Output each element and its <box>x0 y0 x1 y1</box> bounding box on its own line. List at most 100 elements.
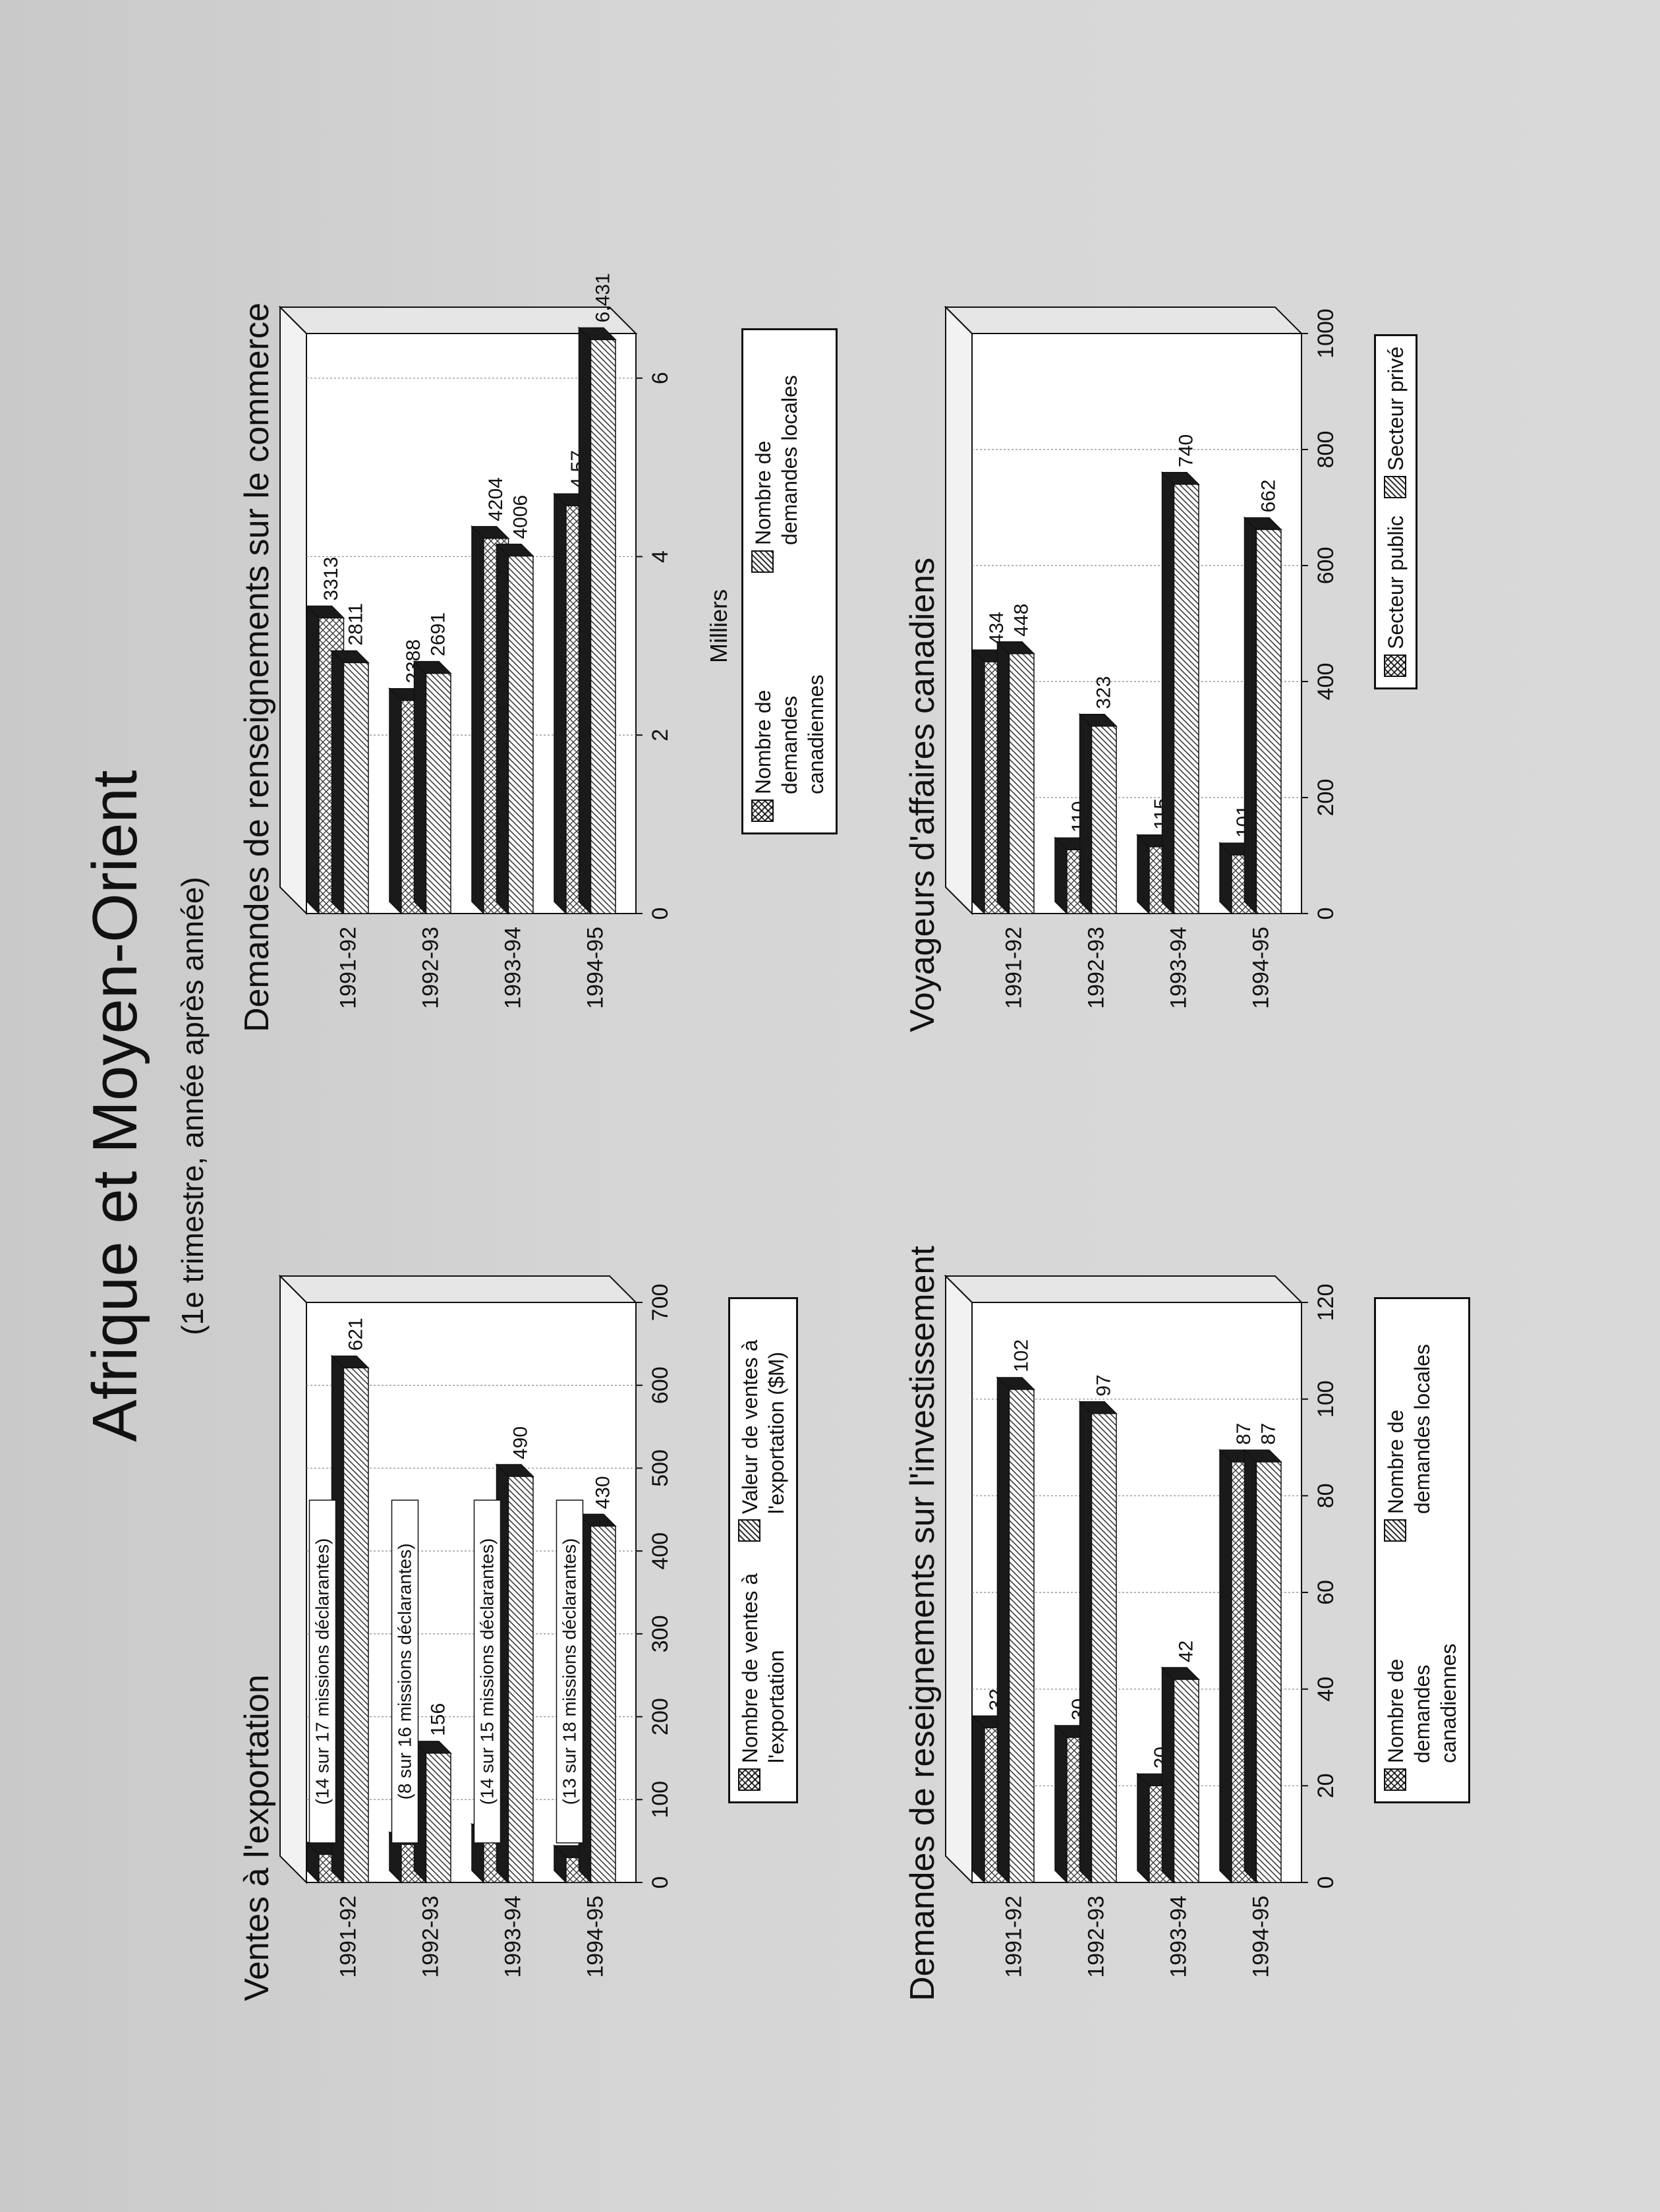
legend-item: Nombre de demandes canadiennes <box>1383 1559 1462 1791</box>
data-label: 156 <box>428 1703 449 1736</box>
bar-top-face <box>1137 833 1150 915</box>
legend-label: Nombre de demandes locales <box>751 375 801 545</box>
bar-top-face <box>1054 836 1068 915</box>
bar <box>425 1753 451 1883</box>
chart-ventes-exportation: Ventes à l'exportation 0 100 200 300 400 500 6… <box>237 1177 857 2001</box>
legend-label: Nombre de demandes canadiennes <box>1384 1643 1460 1763</box>
x-tick-label: 80 <box>1313 1483 1338 1508</box>
category-label: 1993-94 <box>501 927 526 1009</box>
bar <box>1255 529 1282 914</box>
x-tick-label: 200 <box>648 1698 673 1735</box>
bar-top-face <box>1244 516 1257 915</box>
plot-side-wall <box>944 306 1303 334</box>
category-label: 1994-95 <box>1249 1896 1274 1978</box>
chart-renseignements-commerce: Demandes de renseignements sur le commer… <box>237 208 857 1032</box>
data-label: 3313 <box>320 557 342 601</box>
bar <box>1008 653 1035 914</box>
bar-top-face <box>1161 471 1175 915</box>
annotation-label: (14 sur 15 missions déclarantes) <box>477 1538 498 1805</box>
data-label: 434 <box>986 612 1008 645</box>
plot-top-wall <box>279 305 307 916</box>
category-label: 1992-93 <box>418 927 444 1009</box>
x-tick-label: 4 <box>648 550 673 563</box>
legend-item: Secteur privé <box>1383 347 1409 499</box>
data-label: 87 <box>1258 1423 1280 1445</box>
x-tick-label: 0 <box>648 908 673 920</box>
legend-item: Valeur de ventes à l'exportation ($M) <box>737 1310 789 1542</box>
bar <box>507 555 534 914</box>
bar-top-face <box>1079 713 1093 915</box>
chart-commerce-svg: 02461991-92331328111992-93238826911993-9… <box>278 273 673 1009</box>
page-title: Afrique et Moyen-Orient <box>80 770 150 1442</box>
x-tick-label: 300 <box>648 1615 673 1652</box>
data-label: 621 <box>345 1318 367 1351</box>
chart-legend: Nombre de ventes à l'exportation Valeur … <box>728 1297 798 1803</box>
category-label: 1993-94 <box>501 1896 526 1978</box>
x-tick-label: 500 <box>648 1449 673 1487</box>
data-label: 87 <box>1233 1423 1255 1445</box>
legend-label: Nombre de demandes locales <box>1384 1344 1434 1514</box>
x-tick-label: 400 <box>648 1532 673 1570</box>
plot-side-wall <box>278 1275 638 1303</box>
plot-area <box>306 333 637 914</box>
bar <box>1008 1389 1035 1883</box>
plot-area <box>971 333 1302 914</box>
bar <box>590 1525 616 1883</box>
data-label: 2811 <box>345 603 367 646</box>
category-label: 1992-93 <box>1084 927 1109 1009</box>
x-tick-label: 20 <box>1313 1773 1338 1798</box>
annotation-label: (13 sur 18 missions déclarantes) <box>559 1538 580 1805</box>
legend-swatch-cross <box>738 1768 760 1791</box>
category-label: 1994-95 <box>583 927 608 1009</box>
chart-voyageurs: Voyageurs d'affaires canadiens 0 200 400 60… <box>903 208 1522 1032</box>
annotation-box <box>391 1499 419 1844</box>
legend-item: Nombre de demandes locales <box>750 341 829 573</box>
x-tick-label: 120 <box>1313 1284 1338 1322</box>
bar-top-face <box>1244 1449 1257 1884</box>
bar <box>425 672 451 914</box>
page-subtitle: (1e trimestre, année après année) <box>175 877 210 1335</box>
category-label: 1992-93 <box>1084 1896 1109 1978</box>
bar-top-face <box>996 1376 1010 1884</box>
bar <box>1173 484 1199 914</box>
data-label: 102 <box>1011 1339 1033 1372</box>
bar-top-face <box>389 687 402 915</box>
annotation-box <box>556 1499 584 1844</box>
bar-top-face <box>1219 1449 1232 1884</box>
x-tick-label: 1000 <box>1313 308 1338 359</box>
chart-investissement-svg: 0204060801001201991-92321021992-93309719… <box>944 1274 1338 1978</box>
legend-item: Nombre de demandes locales <box>1383 1310 1462 1542</box>
category-label: 1994-95 <box>583 1896 608 1978</box>
bar-top-face <box>1079 1400 1093 1884</box>
legend-label: Secteur privé <box>1384 346 1408 471</box>
annotation-box <box>473 1499 501 1844</box>
data-label: 2691 <box>428 612 449 656</box>
legend-swatch-diag <box>738 1519 760 1542</box>
legend-swatch-cross <box>751 800 774 822</box>
bar <box>1091 1412 1117 1883</box>
x-tick-label: 600 <box>1313 547 1338 585</box>
data-label: 448 <box>1011 604 1033 637</box>
bar-top-face <box>578 326 592 915</box>
chart-legend: Nombre de demandes canadiennes Nombre de… <box>741 328 838 834</box>
bar-top-face <box>1161 1666 1175 1884</box>
bar-top-face <box>1054 1724 1068 1884</box>
legend-item: Nombre de demandes canadiennes <box>750 590 829 822</box>
legend-swatch-diag <box>751 550 774 573</box>
data-label: 662 <box>1258 479 1280 512</box>
chart-legend: Nombre de demandes canadiennes Nombre de… <box>1374 1297 1470 1803</box>
data-label: 6,431 <box>592 273 614 322</box>
plot-top-wall <box>945 1274 973 1884</box>
x-tick-label: 800 <box>1313 431 1338 469</box>
category-label: 1993-94 <box>1166 927 1191 1009</box>
x-tick-label: 0 <box>1313 908 1338 920</box>
legend-swatch-diag <box>1384 1519 1406 1542</box>
data-label: 323 <box>1093 676 1115 709</box>
x-tick-label: 700 <box>648 1284 673 1322</box>
legend-swatch-cross <box>1384 655 1406 677</box>
plot-area <box>306 1302 637 1883</box>
x-tick-label: 600 <box>648 1366 673 1404</box>
legend-label: Valeur de ventes à l'exportation ($M) <box>738 1339 788 1514</box>
bar-top-face <box>496 542 509 915</box>
